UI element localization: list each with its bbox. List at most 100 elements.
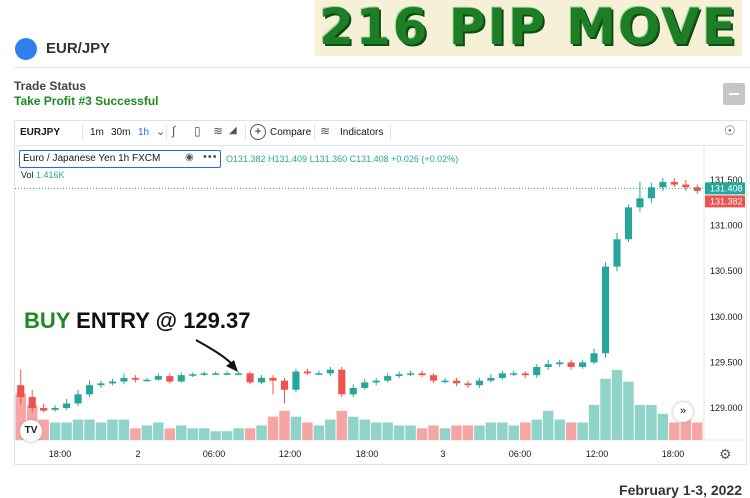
volume-bar [302, 422, 313, 440]
candle-body [63, 403, 71, 408]
volume-bar [370, 422, 382, 440]
candle-body [487, 377, 495, 381]
candle-body [441, 380, 449, 383]
volume-bar [680, 419, 692, 440]
camera-icon[interactable]: ☉ [724, 123, 736, 138]
candle-body [40, 408, 48, 411]
gear-icon[interactable]: ⚙ [719, 446, 732, 462]
candle-body [269, 377, 277, 381]
volume-bar [577, 422, 588, 440]
volume-bar [130, 428, 141, 440]
time-tick-label: 18:00 [356, 449, 379, 459]
tradingview-logo[interactable]: TV [20, 420, 42, 442]
area-dropdown-icon[interactable]: ◢ [229, 125, 237, 136]
candle-body [280, 380, 289, 390]
candle-body [257, 377, 266, 383]
candle-body [372, 380, 380, 383]
candle-body [498, 373, 506, 378]
candle-body [131, 377, 139, 380]
candle-body [28, 397, 36, 408]
time-tick-label: 06:00 [203, 449, 226, 459]
volume-bar [325, 419, 336, 440]
volume-bar [49, 422, 61, 440]
volume-bar [416, 428, 428, 440]
toolbar-divider [245, 124, 246, 141]
candle-body [590, 353, 598, 363]
candle-body [636, 198, 644, 208]
volume-bar [72, 419, 84, 440]
time-tick-label: 12:00 [279, 449, 302, 459]
time-tick-label: 18:00 [662, 449, 685, 459]
candle-body [452, 380, 461, 384]
price-tick-label: 129.500 [710, 357, 743, 367]
date-caption: February 1-3, 2022 [619, 482, 742, 498]
candle-body [212, 373, 220, 375]
volume-bar [405, 425, 416, 440]
indicators-icon[interactable]: ≋ [320, 124, 331, 138]
candle-body [579, 362, 587, 367]
indicators-button[interactable]: Indicators [340, 127, 384, 138]
candle-body [315, 373, 323, 375]
volume-bar [393, 425, 405, 440]
volume-bar [95, 422, 107, 440]
candle-body [556, 362, 564, 365]
interval-1m[interactable]: 1m [90, 127, 104, 138]
toolbar-divider [166, 124, 167, 141]
volume-bar [657, 413, 669, 440]
candle-body [85, 385, 94, 395]
volume-bar [600, 378, 611, 440]
candle-body [533, 366, 541, 376]
compare-button[interactable]: Compare [270, 127, 312, 138]
volume-bar [542, 410, 554, 440]
volume-bar [84, 419, 95, 440]
candle-body [521, 373, 529, 376]
volume-bar [153, 422, 164, 440]
candle-body [613, 239, 621, 267]
volume-bar [646, 405, 657, 440]
candle-body [97, 383, 105, 386]
candle-body [464, 383, 472, 386]
volume-bar [554, 419, 565, 440]
volume-bar [474, 425, 485, 440]
volume-bar [623, 381, 634, 440]
interval-30m[interactable]: 30m [111, 127, 131, 138]
volume-bar [669, 422, 680, 440]
more-icon[interactable]: ••• [203, 151, 218, 163]
candle-body [349, 387, 357, 395]
time-tick-label: 3 [440, 449, 445, 459]
volume-bar [15, 393, 26, 440]
last-price-badge [705, 182, 745, 195]
entry-text: ENTRY @ 129.37 [70, 308, 251, 333]
volume-bar [107, 419, 118, 440]
trade-status-label: Trade Status [14, 79, 87, 93]
volume-label: Vol [21, 170, 34, 180]
eye-icon[interactable]: ◉ [185, 152, 194, 163]
volume-bar [485, 422, 497, 440]
buy-word: BUY [24, 308, 71, 333]
trade-status-value: Take Profit #3 Successful [14, 94, 159, 108]
interval-1h[interactable]: 1h [138, 127, 150, 138]
area-chart-icon[interactable]: ≋ [213, 124, 224, 138]
currency-flag-icon [15, 38, 37, 60]
compare-plus-icon[interactable]: + [250, 124, 266, 140]
interval-dropdown-icon[interactable]: ⌄ [156, 126, 166, 138]
volume-bar [38, 419, 49, 440]
collapse-button[interactable] [723, 83, 745, 105]
volume-bar [244, 428, 256, 440]
candle-body [143, 379, 151, 382]
scroll-to-realtime-button[interactable]: » [673, 402, 693, 422]
candle-body [235, 373, 243, 375]
bar-chart-icon[interactable]: ∫ [172, 124, 176, 138]
candle-chart-icon[interactable]: ▯ [194, 124, 201, 138]
time-tick-label: 12:00 [586, 449, 609, 459]
candle-body [475, 380, 483, 386]
candle-body [659, 181, 667, 188]
symbol-selector[interactable]: EURJPY [20, 127, 61, 138]
candle-body [154, 376, 162, 380]
candle-body [510, 373, 518, 375]
volume-bar [451, 425, 462, 440]
series-legend[interactable]: Euro / Japanese Yen 1h FXCM ◉ ••• [19, 150, 221, 168]
price-tick-label: 130.000 [710, 312, 743, 322]
chart-toolbar: EURJPY 1m 30m 1h ⌄ ∫ ▯ ≋ ◢ + Compare ≋ I… [14, 120, 745, 146]
